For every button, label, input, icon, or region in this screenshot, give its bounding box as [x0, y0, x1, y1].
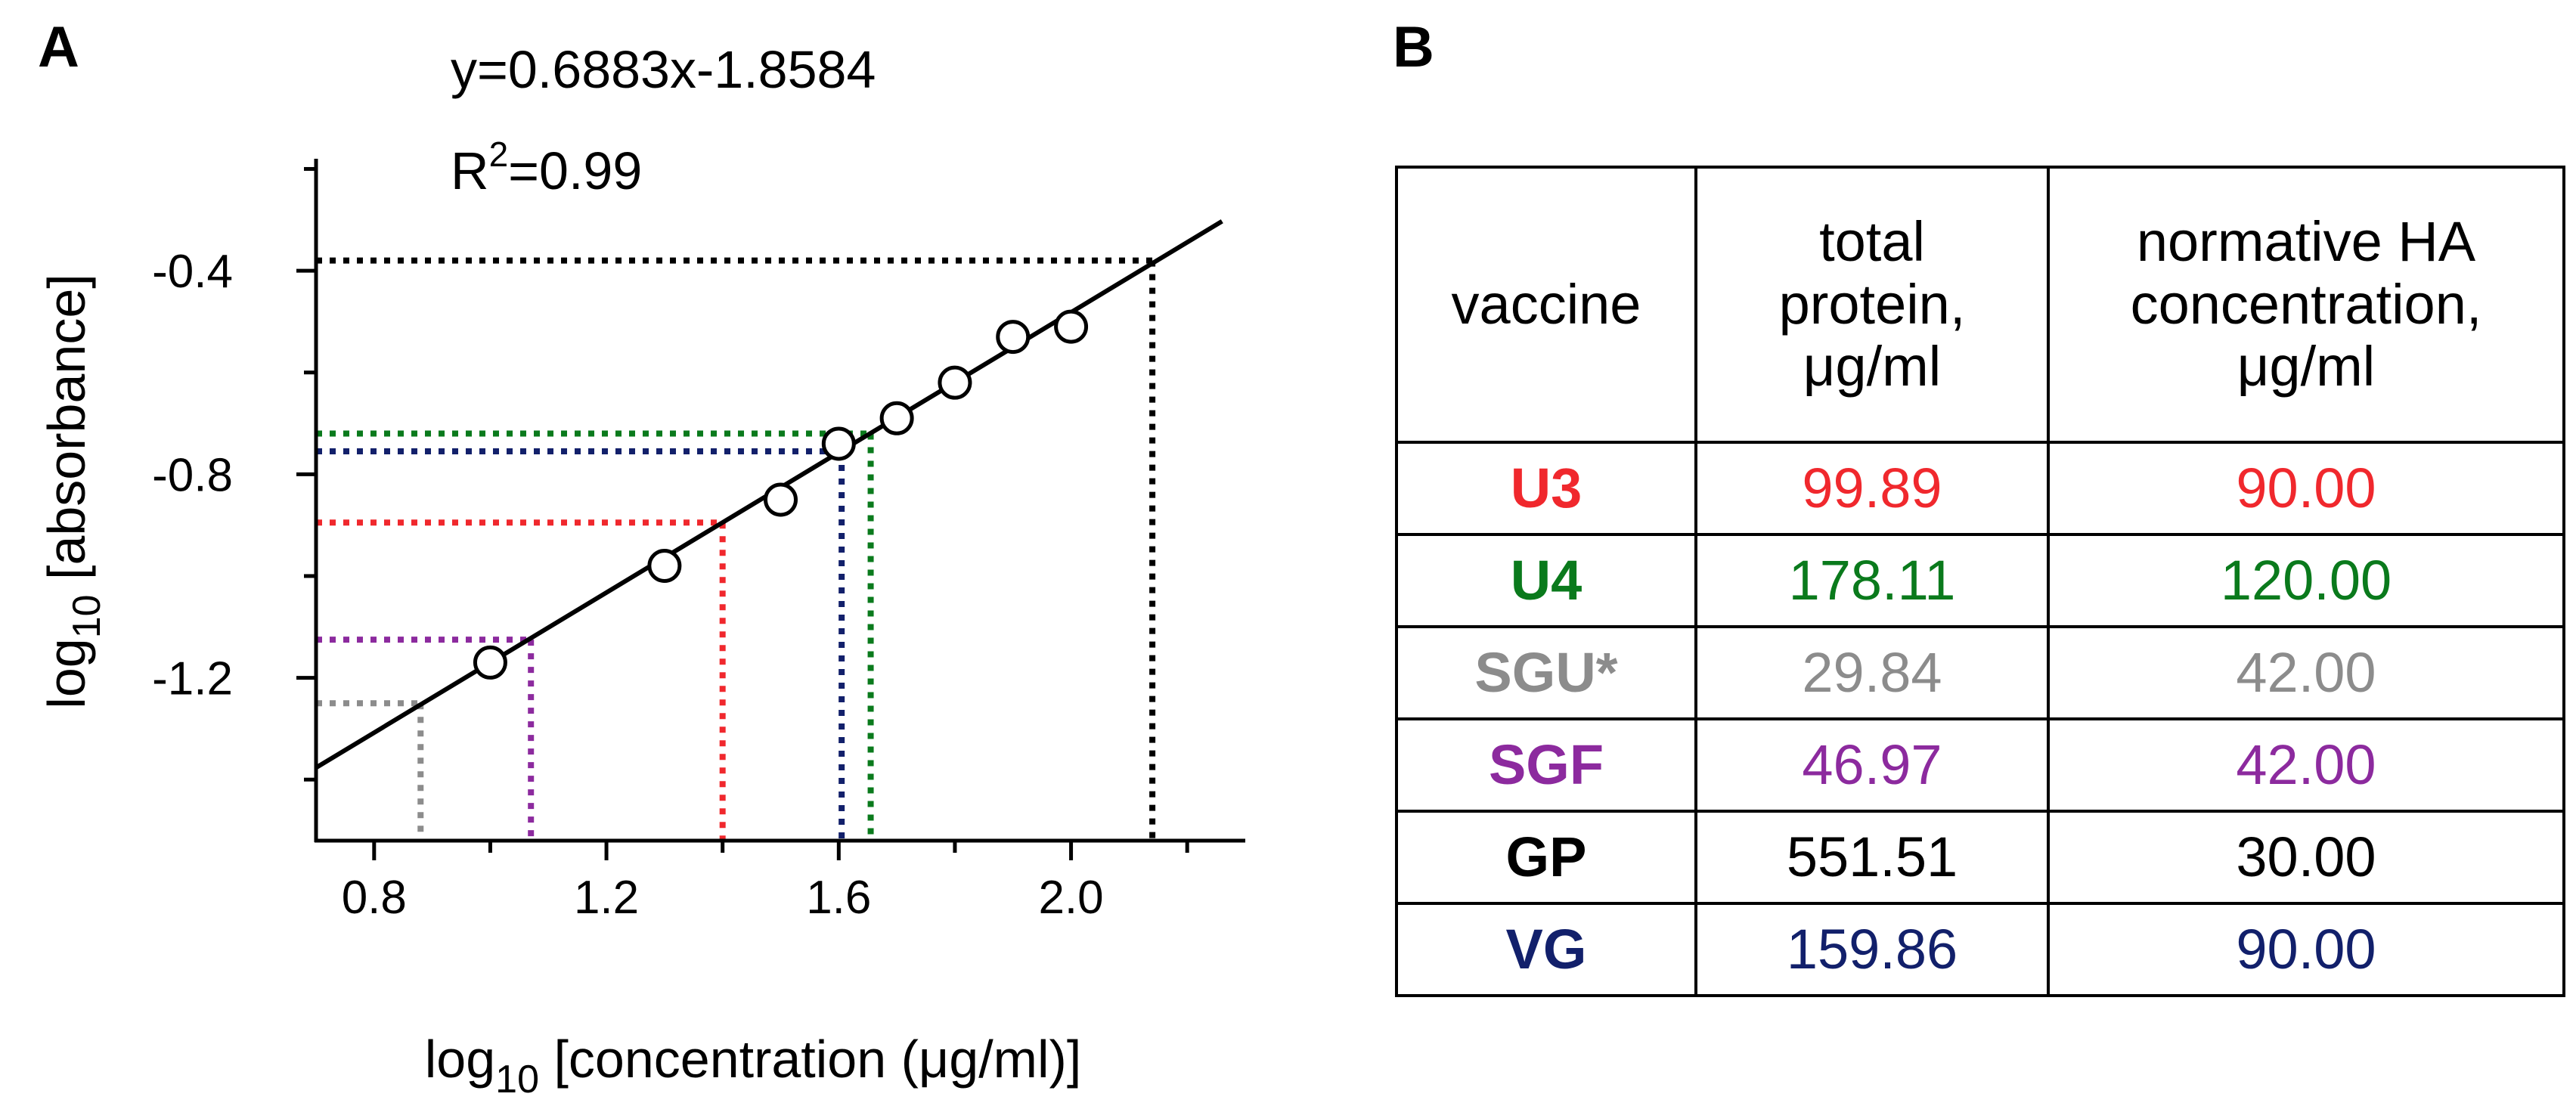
data-point: [938, 365, 972, 400]
vaccine-name-cell: GP: [1395, 810, 1697, 905]
x-axis-title: log10 [concentration (μg/ml)]: [425, 1030, 1082, 1101]
table-row: GP 551.51 30.00: [1395, 810, 2565, 905]
x-tick-label: 0.8: [342, 872, 407, 924]
regression-equation: y=0.6883x-1.8584: [451, 40, 876, 99]
results-table: vaccine total protein, μg/ml normative H…: [1395, 166, 2565, 997]
data-point: [473, 645, 507, 680]
y-tick-label: -1.2: [152, 653, 233, 705]
panel-b-label: B: [1393, 15, 1434, 79]
header-ha-line: μg/ml: [2237, 335, 2376, 398]
ha-concentration-cell: 90.00: [2047, 902, 2565, 997]
data-point: [1054, 309, 1089, 344]
data-point: [764, 482, 798, 517]
ha-concentration-cell: 120.00: [2047, 533, 2565, 628]
results-table-panel: vaccine total protein, μg/ml normative H…: [1395, 166, 2565, 997]
vaccine-name-cell: U4: [1395, 533, 1697, 628]
header-total-protein: total protein, μg/ml: [1694, 166, 2050, 444]
header-ha-line: normative HA: [2136, 209, 2476, 273]
data-point: [879, 401, 914, 435]
table-row: SGU* 29.84 42.00: [1395, 625, 2565, 720]
table-row: SGF 46.97 42.00: [1395, 717, 2565, 813]
ha-concentration-cell: 42.00: [2047, 625, 2565, 720]
header-ha-concentration: normative HA concentration, μg/ml: [2047, 166, 2565, 444]
x-tick-label: 1.6: [806, 872, 871, 924]
table-row: U4 178.11 120.00: [1395, 533, 2565, 628]
vaccine-name-cell: VG: [1395, 902, 1697, 997]
header-protein-line: μg/ml: [1803, 335, 1942, 398]
vaccine-name-cell: U3: [1395, 441, 1697, 536]
header-ha-line: concentration,: [2130, 272, 2482, 336]
total-protein-cell: 159.86: [1694, 902, 2050, 997]
table-header-row: vaccine total protein, μg/ml normative H…: [1395, 166, 2565, 444]
table-row: U3 99.89 90.00: [1395, 441, 2565, 536]
total-protein-cell: 551.51: [1694, 810, 2050, 905]
data-point: [996, 320, 1031, 355]
total-protein-cell: 46.97: [1694, 717, 2050, 813]
header-protein-line: total: [1819, 209, 1925, 273]
data-point: [821, 426, 856, 461]
table-row: VG 159.86 90.00: [1395, 902, 2565, 997]
total-protein-cell: 99.89: [1694, 441, 2050, 536]
header-vaccine-line: vaccine: [1451, 272, 1641, 336]
x-tick-label: 2.0: [1038, 872, 1103, 924]
data-point: [647, 549, 682, 584]
vaccine-name-cell: SGU*: [1395, 625, 1697, 720]
data-points: [473, 309, 1089, 680]
ha-concentration-cell: 30.00: [2047, 810, 2565, 905]
axes: [296, 159, 1245, 860]
r-squared-label: R2=0.99: [451, 135, 642, 200]
panel-a-label: A: [38, 15, 79, 79]
ha-concentration-cell: 42.00: [2047, 717, 2565, 813]
header-vaccine: vaccine: [1395, 166, 1697, 444]
total-protein-cell: 29.84: [1694, 625, 2050, 720]
guide-lines: [316, 257, 1156, 841]
tick-labels: -0.4 -0.8 -1.2 0.8 1.2 1.6 2.0: [152, 246, 1104, 924]
vaccine-name-cell: SGF: [1395, 717, 1697, 813]
y-axis-title: log10 [absorbance]: [37, 274, 109, 708]
ha-concentration-cell: 90.00: [2047, 441, 2565, 536]
x-tick-label: 1.2: [574, 872, 639, 924]
header-protein-line: protein,: [1778, 272, 1966, 336]
total-protein-cell: 178.11: [1694, 533, 2050, 628]
y-tick-label: -0.4: [152, 246, 233, 298]
y-tick-label: -0.8: [152, 449, 233, 501]
